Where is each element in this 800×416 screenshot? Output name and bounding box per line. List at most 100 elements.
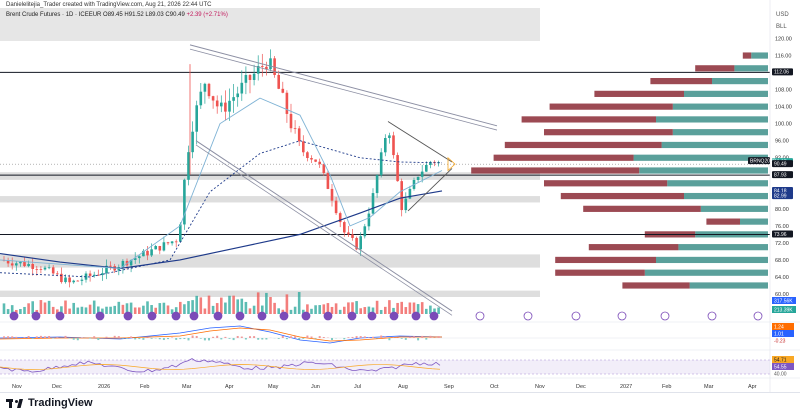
candle-body: [405, 199, 408, 210]
volume-bar: [31, 301, 34, 314]
tradingview-logo[interactable]: TradingView: [6, 397, 93, 409]
symbol-legend[interactable]: Brent Crude Futures · 1D · ICEEUR O89.45…: [6, 12, 228, 18]
event-marker-icon: [754, 312, 762, 320]
time-tick-label: Nov: [12, 384, 22, 390]
volume-bar: [339, 310, 342, 314]
price-badge-label: 82.99: [774, 193, 787, 199]
volume-bar: [310, 309, 313, 314]
macd-hist-bar: [229, 338, 231, 339]
volume-bar: [323, 304, 326, 314]
volume-bar: [44, 302, 47, 314]
macd-hist-bar: [233, 338, 235, 340]
rsi-band: [0, 360, 770, 374]
macd-line: [0, 326, 442, 343]
volume-bar: [3, 303, 6, 314]
candle-body: [294, 128, 297, 129]
candle-body: [167, 242, 170, 243]
vp-buy-bar-8: [634, 155, 768, 161]
price-chart[interactable]: 120.00116.00112.06108.00104.00100.0096.0…: [0, 0, 800, 392]
candle-body: [187, 152, 190, 180]
volume-bar: [359, 308, 362, 314]
candle-body: [388, 135, 391, 138]
volume-bar: [421, 302, 424, 314]
vp-buy-bar-3: [684, 91, 768, 97]
event-marker-icon: [10, 312, 18, 320]
macd-hist-bar: [188, 338, 190, 340]
volume-bar: [89, 305, 92, 314]
support-zone-1: [0, 196, 540, 202]
volume-bar: [81, 307, 84, 314]
candle-body: [7, 261, 10, 264]
candle-body: [15, 263, 18, 265]
price-currency: BLL: [776, 24, 787, 30]
volume-badge-label: 317.56K: [774, 298, 793, 304]
event-marker-icon: [236, 312, 244, 320]
price-tick-label: 72.00: [775, 241, 789, 247]
vp-sell-bar-0: [743, 52, 751, 58]
volume-bar: [23, 307, 26, 314]
author-line: Danielelitejia_Trader created with Tradi…: [6, 2, 211, 8]
vp-sell-bar-13: [706, 219, 740, 225]
candle-body: [146, 251, 149, 256]
candle-body: [384, 138, 387, 152]
vp-sell-bar-5: [522, 116, 656, 122]
macd-hist-bar: [347, 337, 349, 338]
macd-hist-bar: [11, 336, 13, 338]
volume-bar: [269, 297, 272, 314]
vp-sell-bar-18: [622, 282, 689, 288]
volume-bar: [380, 310, 383, 314]
event-marker-icon: [708, 312, 716, 320]
volume-bar: [27, 303, 30, 314]
volume-bar: [290, 310, 293, 314]
vp-sell-bar-8: [494, 155, 634, 161]
event-marker-icon: [572, 312, 580, 320]
candle-body: [200, 92, 203, 106]
candle-body: [282, 89, 285, 93]
volume-bar: [224, 303, 227, 314]
macd-hist-bar: [265, 338, 267, 340]
volume-bar: [77, 308, 80, 314]
volume-bar: [384, 307, 387, 314]
candle-body: [368, 214, 371, 227]
macd-hist-bar: [237, 336, 239, 338]
price-tick-label: 100.00: [775, 122, 792, 128]
candle-body: [331, 189, 334, 201]
candle-body: [372, 193, 375, 214]
candle-body: [27, 264, 30, 266]
macd-hist-bar: [302, 338, 304, 339]
candle-body: [396, 155, 399, 181]
rsi-badge-label: 40.00: [774, 371, 787, 377]
candle-body: [310, 158, 313, 159]
price-tick-label: 80.00: [775, 207, 789, 213]
macd-hist-bar: [208, 338, 210, 340]
vp-buy-bar-1: [734, 65, 768, 71]
macd-hist-bar: [130, 336, 132, 338]
macd-badge-label: -0.23: [774, 338, 786, 344]
macd-hist-bar: [224, 337, 226, 338]
volume-bar: [159, 303, 162, 314]
volume-bar: [376, 301, 379, 314]
candle-body: [241, 83, 244, 94]
macd-hist-bar: [425, 338, 427, 340]
macd-hist-bar: [163, 338, 165, 340]
time-tick-label: Dec: [576, 384, 586, 390]
time-tick-label: Mar: [182, 384, 192, 390]
candle-body: [306, 152, 309, 158]
macd-hist-bar: [97, 338, 99, 340]
price-change: +2.39 (+2.71%): [186, 12, 227, 18]
candle-body: [40, 269, 43, 270]
event-marker-icon: [661, 312, 669, 320]
macd-hist-bar: [286, 338, 288, 339]
price-unit: USD: [776, 12, 789, 18]
volume-bar: [294, 307, 297, 314]
candle-body: [171, 241, 174, 243]
vp-buy-bar-6: [673, 129, 768, 135]
macd-hist-bar: [249, 336, 251, 338]
candle-body: [191, 132, 194, 152]
vp-sell-bar-10: [544, 180, 667, 186]
footer-bar: TradingView: [0, 392, 800, 416]
macd-hist-bar: [56, 337, 58, 338]
candle-body: [253, 74, 256, 80]
price-badge-label: 87.93: [774, 172, 787, 178]
macd-hist-bar: [405, 338, 407, 340]
